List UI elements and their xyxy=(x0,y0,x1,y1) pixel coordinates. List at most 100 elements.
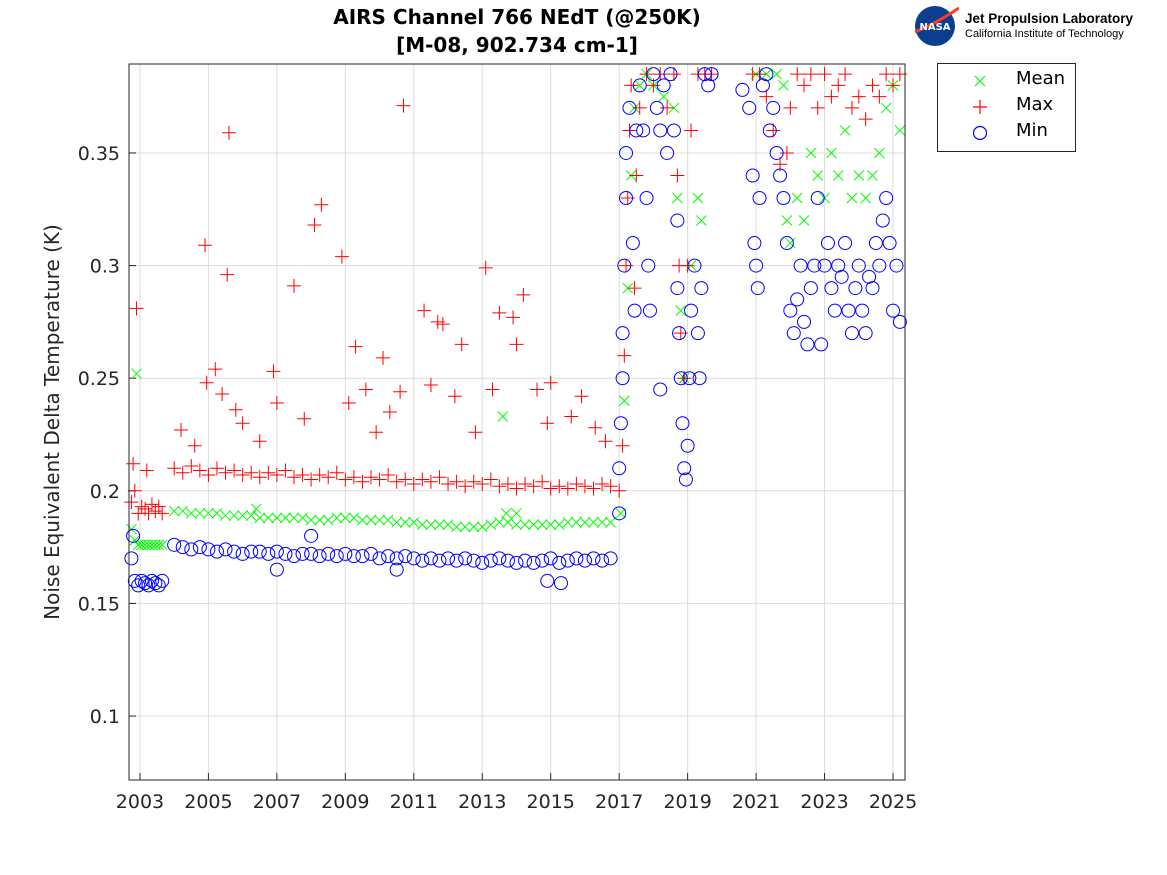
jpl-logo: NASA Jet Propulsion Laboratory Californi… xyxy=(913,4,1153,48)
min-point xyxy=(509,555,524,570)
mean-point xyxy=(211,507,223,519)
mean-point xyxy=(528,519,539,530)
min-point xyxy=(124,551,139,566)
min-point xyxy=(889,258,904,273)
mean-point xyxy=(425,519,437,530)
mean-point xyxy=(880,102,892,114)
min-point xyxy=(783,303,798,318)
min-point xyxy=(295,546,310,561)
min-point xyxy=(615,326,630,341)
mean-point xyxy=(485,519,497,530)
max-point xyxy=(396,98,411,113)
min-point xyxy=(492,551,507,566)
min-point xyxy=(776,191,791,206)
mean-point xyxy=(675,305,687,316)
max-point xyxy=(227,463,242,478)
min-point xyxy=(518,553,533,568)
mean-point xyxy=(408,516,420,528)
max-point xyxy=(375,350,390,365)
plot-frame xyxy=(128,63,906,781)
max-point xyxy=(398,472,413,487)
max-point xyxy=(670,168,685,183)
mean-point xyxy=(571,516,582,528)
mean-point xyxy=(297,512,308,524)
mean-point xyxy=(168,505,180,517)
min-point xyxy=(304,528,319,543)
min-point xyxy=(639,191,654,206)
max-point xyxy=(483,472,498,487)
max-point xyxy=(372,472,387,487)
min-point xyxy=(540,573,555,588)
max-point xyxy=(831,78,846,93)
max-point xyxy=(478,260,493,275)
max-point xyxy=(851,89,866,104)
min-point xyxy=(692,371,707,386)
mean-point xyxy=(853,170,865,181)
max-point xyxy=(666,67,681,82)
max-point xyxy=(797,78,812,93)
max-point xyxy=(261,465,276,480)
min-point xyxy=(355,549,370,564)
min-point xyxy=(766,100,781,115)
y-tick-label: 0.2 xyxy=(90,481,120,503)
max-point xyxy=(134,499,149,514)
min-point xyxy=(560,553,575,568)
mean-point xyxy=(288,512,300,524)
max-point xyxy=(844,100,859,115)
svg-text:NASA: NASA xyxy=(919,22,950,33)
max-point xyxy=(530,382,545,397)
y-tick-label: 0.15 xyxy=(78,593,120,615)
max-point xyxy=(228,402,243,417)
mean-point xyxy=(245,510,257,521)
mean-point xyxy=(867,170,878,181)
max-point xyxy=(447,389,462,404)
max-point xyxy=(526,479,541,494)
min-point xyxy=(134,573,149,588)
min-point xyxy=(466,553,481,568)
min-point xyxy=(882,236,897,251)
chart-subtitle: [M-08, 902.734 cm-1] xyxy=(396,33,638,57)
min-point xyxy=(810,191,825,206)
plus-marker-icon xyxy=(973,100,987,114)
min-point xyxy=(855,303,870,318)
max-point xyxy=(393,384,408,399)
mean-point xyxy=(497,411,509,422)
mean-point xyxy=(605,516,616,528)
max-point xyxy=(295,468,310,483)
max-point xyxy=(569,477,584,492)
min-point xyxy=(632,78,647,93)
min-point xyxy=(127,573,142,588)
mean-point xyxy=(536,519,548,530)
max-point xyxy=(269,468,284,483)
max-point xyxy=(838,67,853,82)
min-point xyxy=(381,549,396,564)
max-point xyxy=(458,479,473,494)
mean-point xyxy=(442,519,454,530)
max-point xyxy=(266,364,281,379)
min-point xyxy=(151,578,166,593)
min-point xyxy=(612,461,627,476)
min-point xyxy=(625,236,640,251)
mean-point xyxy=(658,91,670,103)
max-point xyxy=(518,477,533,492)
min-point xyxy=(612,506,627,521)
min-point xyxy=(868,236,883,251)
x-tick-label: 2003 xyxy=(116,791,164,813)
mean-point xyxy=(519,519,531,530)
mean-point xyxy=(781,215,793,226)
min-point xyxy=(192,540,207,555)
min-point xyxy=(672,326,687,341)
mean-point xyxy=(129,535,141,546)
max-point xyxy=(269,395,284,410)
min-point xyxy=(694,281,709,296)
max-point xyxy=(586,481,601,496)
mean-point xyxy=(553,519,565,530)
max-point xyxy=(485,382,500,397)
x-tick-label: 2013 xyxy=(458,791,506,813)
min-point xyxy=(797,314,812,329)
min-point xyxy=(577,553,592,568)
min-point xyxy=(141,578,156,593)
min-point xyxy=(201,542,216,557)
min-point xyxy=(838,236,853,251)
